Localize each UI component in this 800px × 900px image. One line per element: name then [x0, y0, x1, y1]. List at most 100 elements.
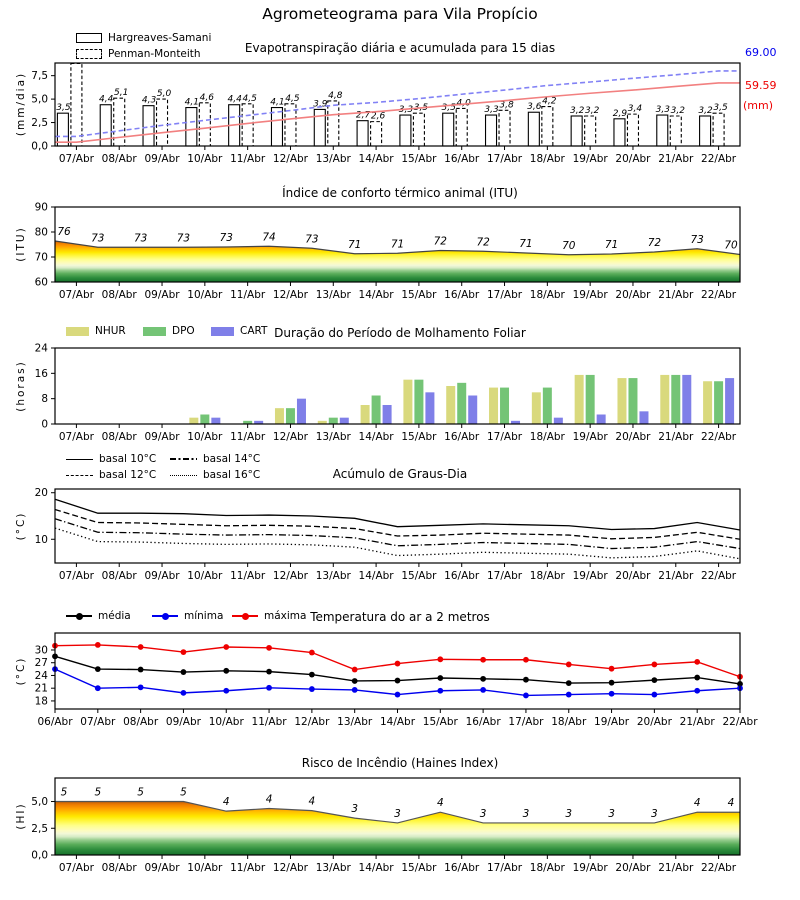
- legend-item-hargreaves: Hargreaves-Samani: [76, 32, 211, 44]
- svg-text:19/Abr: 19/Abr: [594, 716, 630, 728]
- svg-text:19/Abr: 19/Abr: [573, 570, 609, 582]
- svg-text:20/Abr: 20/Abr: [615, 153, 651, 165]
- svg-text:3,2: 3,2: [570, 106, 585, 116]
- svg-text:19/Abr: 19/Abr: [573, 862, 609, 874]
- svg-text:5,0: 5,0: [31, 796, 48, 808]
- nhur-bars: [189, 374, 713, 424]
- leaf-wetness-chart: Duração do Período de Molhamento Foliar …: [0, 310, 800, 450]
- degree-days-chart: Acúmulo de Graus-Dia basal 10°C basal 12…: [0, 450, 800, 590]
- svg-text:16/Abr: 16/Abr: [444, 153, 480, 165]
- svg-text:18/Abr: 18/Abr: [530, 153, 566, 165]
- svg-text:2,7: 2,7: [356, 111, 371, 121]
- svg-text:3: 3: [480, 808, 487, 820]
- svg-text:14/Abr: 14/Abr: [359, 431, 395, 443]
- legend-label: Hargreaves-Samani: [108, 32, 212, 44]
- svg-text:09/Abr: 09/Abr: [144, 289, 180, 301]
- svg-text:21/Abr: 21/Abr: [680, 716, 716, 728]
- leaf-wetness-title: Duração do Período de Molhamento Foliar: [274, 326, 526, 340]
- svg-text:08/Abr: 08/Abr: [102, 289, 138, 301]
- svg-text:0,0: 0,0: [31, 850, 48, 862]
- leaf-wetness-plot: 0 8 16 24 07/Abr 08/Abr 09/Abr 10/Abr 11/Abr 12/A…: [35, 343, 741, 443]
- y-ticks: 0 8 16 24: [35, 343, 55, 431]
- svg-text:20/Abr: 20/Abr: [615, 862, 651, 874]
- y-ticks: 0,0 2,5 5,0 7,5: [31, 70, 55, 153]
- svg-text:4: 4: [223, 796, 230, 808]
- svg-text:15/Abr: 15/Abr: [401, 289, 437, 301]
- risk-area-fill: [55, 241, 740, 282]
- svg-text:16/Abr: 16/Abr: [444, 862, 480, 874]
- svg-text:17/Abr: 17/Abr: [508, 716, 544, 728]
- svg-text:20/Abr: 20/Abr: [637, 716, 673, 728]
- svg-text:2,5: 2,5: [31, 117, 48, 129]
- svg-text:5: 5: [61, 787, 68, 799]
- svg-text:15/Abr: 15/Abr: [401, 570, 437, 582]
- value-labels: 76 73 73 73 73 74 73 71 71 72 72 71 70 71 72 73 70: [57, 226, 738, 252]
- minima-marker: [152, 612, 178, 620]
- svg-text:3,8: 3,8: [499, 100, 514, 110]
- legend-label: basal 12°C: [99, 469, 157, 481]
- x-ticks: 06/Abr 07/Abr 08/Abr 09/Abr 10/Abr 11/Abr 12/A…: [37, 709, 758, 728]
- legend-label: basal 10°C: [99, 453, 157, 465]
- cart-bars: [211, 374, 735, 424]
- svg-text:5,1: 5,1: [114, 88, 128, 98]
- legend-item-basal12: basal 12°C: [66, 469, 156, 481]
- legend-label: média: [98, 610, 131, 622]
- svg-text:72: 72: [476, 236, 490, 248]
- svg-text:71: 71: [519, 238, 532, 250]
- legend-item-minima: mínima: [152, 610, 223, 622]
- svg-text:22/Abr: 22/Abr: [701, 289, 737, 301]
- dashed-bar-swatch: [76, 49, 102, 59]
- legend-label: Penman-Monteith: [108, 48, 201, 60]
- dashdot-line-sample: [170, 458, 197, 460]
- svg-text:12/Abr: 12/Abr: [294, 716, 330, 728]
- svg-text:3: 3: [351, 803, 358, 815]
- cart-swatch: [211, 326, 234, 336]
- svg-text:20/Abr: 20/Abr: [615, 431, 651, 443]
- svg-text:5: 5: [94, 787, 101, 799]
- svg-text:3,4: 3,4: [628, 104, 643, 114]
- dpo-bars: [200, 374, 724, 424]
- svg-text:71: 71: [605, 239, 618, 251]
- svg-text:4,5: 4,5: [285, 94, 300, 104]
- svg-text:10/Abr: 10/Abr: [209, 716, 245, 728]
- svg-text:13/Abr: 13/Abr: [316, 570, 352, 582]
- svg-text:15/Abr: 15/Abr: [401, 431, 437, 443]
- maxima-marker: [232, 612, 258, 620]
- svg-text:70: 70: [35, 252, 48, 264]
- svg-text:4,5: 4,5: [242, 94, 257, 104]
- svg-text:19/Abr: 19/Abr: [573, 153, 609, 165]
- svg-text:07/Abr: 07/Abr: [59, 570, 95, 582]
- svg-text:24: 24: [35, 343, 49, 355]
- svg-text:3,5: 3,5: [442, 103, 457, 113]
- svg-text:12/Abr: 12/Abr: [273, 431, 309, 443]
- area-top-line: [55, 800, 740, 824]
- svg-text:11/Abr: 11/Abr: [252, 716, 288, 728]
- svg-text:3,9: 3,9: [313, 99, 328, 109]
- degree-days-plot: 10 20 07/Abr 08/Abr 09/Abr 10/Abr 11/Abr 12/Abr…: [35, 487, 741, 582]
- svg-text:71: 71: [391, 238, 404, 250]
- svg-text:18/Abr: 18/Abr: [551, 716, 587, 728]
- legend-item-basal10: basal 10°C: [66, 453, 156, 465]
- svg-text:18/Abr: 18/Abr: [530, 862, 566, 874]
- svg-text:16/Abr: 16/Abr: [444, 570, 480, 582]
- legend-item-maxima: máxima: [232, 610, 306, 622]
- p1-frame: [54, 206, 741, 283]
- svg-text:4,4: 4,4: [227, 95, 242, 105]
- air-temperature-title: Temperatura do ar a 2 metros: [310, 610, 490, 624]
- svg-text:24: 24: [35, 670, 49, 682]
- y-ticks: 10 20: [35, 487, 55, 546]
- svg-text:2,9: 2,9: [613, 109, 628, 119]
- svg-text:5: 5: [180, 787, 187, 799]
- svg-text:71: 71: [348, 239, 361, 251]
- svg-text:70: 70: [562, 240, 576, 252]
- svg-text:12/Abr: 12/Abr: [273, 862, 309, 874]
- svg-text:3,5: 3,5: [56, 103, 71, 113]
- svg-text:4,1: 4,1: [270, 98, 284, 108]
- svg-text:73: 73: [134, 232, 147, 244]
- svg-text:17/Abr: 17/Abr: [487, 289, 523, 301]
- svg-text:73: 73: [305, 233, 318, 245]
- svg-text:08/Abr: 08/Abr: [102, 153, 138, 165]
- x-ticks: 07/Abr 08/Abr 09/Abr 10/Abr 11/Abr 12/Abr 13/A…: [59, 563, 737, 582]
- svg-text:90: 90: [35, 202, 48, 214]
